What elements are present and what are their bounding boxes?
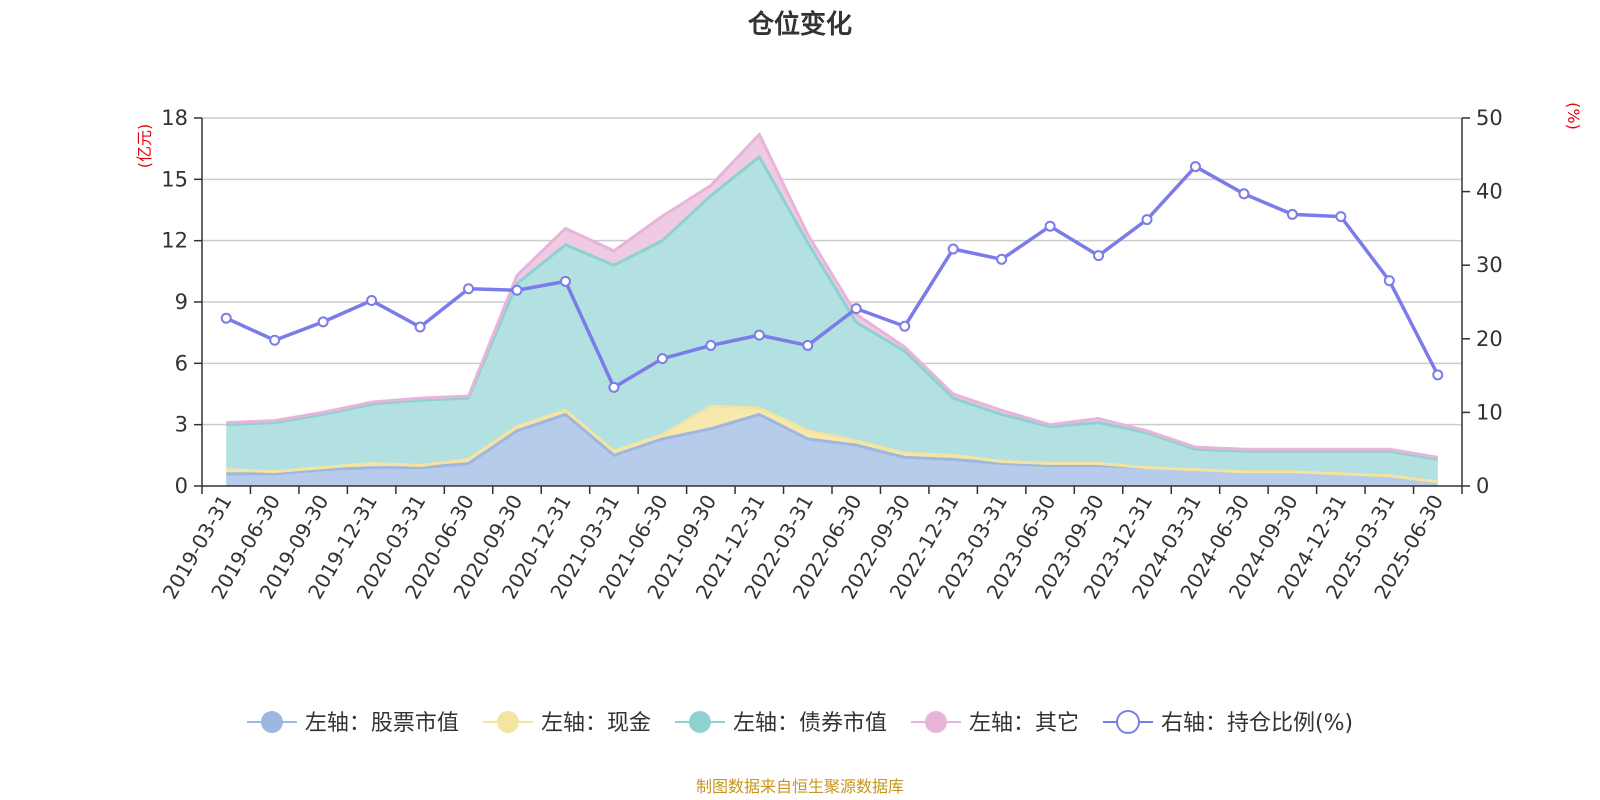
legend-label: 左轴：其它 <box>969 711 1079 736</box>
legend-label: 左轴：债券市值 <box>733 711 887 736</box>
ratio-point <box>1044 220 1056 232</box>
ratio-point <box>366 295 378 307</box>
legend-label: 左轴：股票市值 <box>305 711 459 736</box>
ratio-point <box>1238 188 1250 200</box>
ratio-point <box>1286 208 1298 220</box>
right-tick-label: 30 <box>1476 253 1503 277</box>
area-edge-3 <box>226 155 1439 461</box>
ratio-point <box>559 275 571 287</box>
legend-marker <box>496 711 519 733</box>
left-tick-label: 6 <box>175 351 188 375</box>
ratio-point <box>1335 211 1347 223</box>
legend-marker <box>1115 710 1140 734</box>
ratio-point <box>463 283 475 295</box>
ratio-point <box>1141 214 1153 226</box>
ratio-point <box>414 321 426 333</box>
left-tick-label: 9 <box>175 290 188 314</box>
left-axis-ticks: 0 3 6 9 12 15 18 <box>161 106 202 498</box>
ratio-point <box>753 329 765 341</box>
ratio-line <box>225 164 1440 390</box>
ratio-point <box>656 353 668 365</box>
legend-marker <box>688 711 711 733</box>
area-edge-4 <box>226 132 1439 459</box>
ratio-point <box>608 381 620 393</box>
ratio-point <box>850 303 862 315</box>
legend-item[interactable]: 左轴：债券市值 <box>674 711 887 736</box>
legend-item[interactable]: 左轴：其它 <box>910 711 1079 736</box>
legend-label: 右轴：持仓比例(%) <box>1161 711 1353 736</box>
right-tick-label: 10 <box>1476 400 1503 424</box>
ratio-point <box>317 316 329 328</box>
ratio-line-layer <box>220 161 1444 393</box>
legend-item[interactable]: 左轴：现金 <box>482 711 651 736</box>
right-tick-label: 40 <box>1476 180 1503 204</box>
right-tick-label: 50 <box>1476 106 1503 130</box>
left-tick-label: 0 <box>175 474 188 498</box>
legend-marker <box>260 711 283 733</box>
right-axis-unit: (%) <box>1564 102 1583 130</box>
ratio-point <box>1432 369 1444 381</box>
left-tick-label: 12 <box>161 229 188 253</box>
ratio-point <box>511 284 523 296</box>
right-tick-label: 0 <box>1476 474 1489 498</box>
legend-label: 左轴：现金 <box>541 711 651 736</box>
left-tick-label: 18 <box>161 106 188 130</box>
legend: 左轴：股票市值 左轴：现金 左轴：债券市值 左轴：其它 右轴：持仓比例(%) <box>246 710 1353 736</box>
ratio-point <box>1189 161 1201 173</box>
legend-item[interactable]: 左轴：股票市值 <box>246 711 459 736</box>
ratio-point <box>1093 250 1105 262</box>
right-axis-ticks: 0 10 20 30 40 50 <box>1462 106 1503 498</box>
legend-marker <box>924 711 947 733</box>
stacked-areas <box>226 132 1439 486</box>
chart-title: 仓位变化 <box>747 9 852 40</box>
ratio-point <box>220 312 232 324</box>
ratio-point <box>1383 275 1395 287</box>
legend-item[interactable]: 右轴：持仓比例(%) <box>1102 710 1353 736</box>
ratio-point <box>802 339 814 351</box>
area-3 <box>226 156 1438 482</box>
data-source-note: 制图数据来自恒生聚源数据库 <box>696 777 904 796</box>
ratio-point <box>899 320 911 332</box>
ratio-point <box>269 334 281 346</box>
left-axis-unit: (亿元) <box>135 124 154 169</box>
left-tick-label: 15 <box>161 167 188 191</box>
x-axis-ticks: 2019-03-312019-06-302019-09-302019-12-31… <box>158 490 1448 603</box>
ratio-point <box>996 253 1008 265</box>
area-edge-2 <box>226 404 1438 484</box>
ratio-point <box>705 339 717 351</box>
right-tick-label: 20 <box>1476 327 1503 351</box>
ratio-point <box>947 243 959 255</box>
left-tick-label: 3 <box>175 413 188 437</box>
